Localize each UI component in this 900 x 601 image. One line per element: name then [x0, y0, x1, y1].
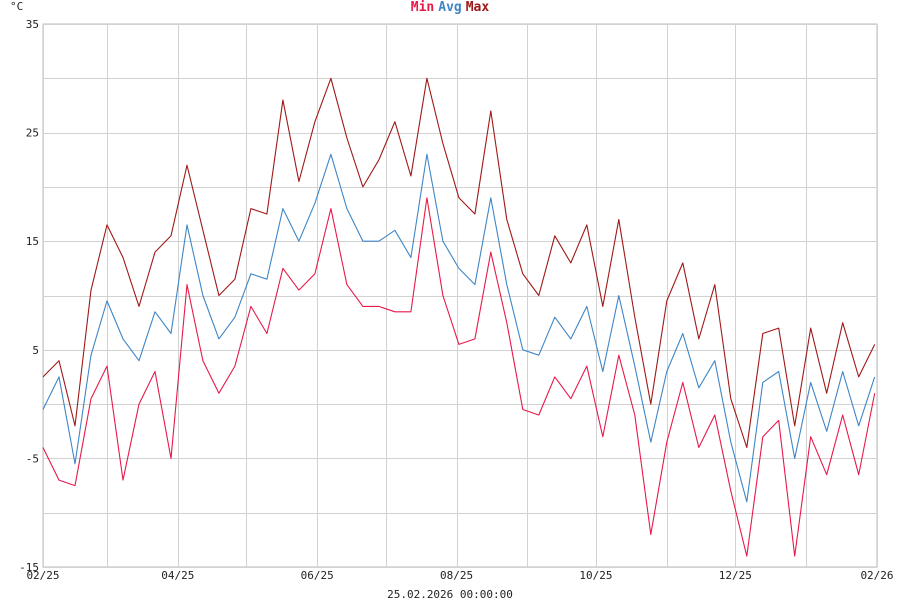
y-tick-label: 25: [26, 127, 39, 140]
x-tick-label: 12/25: [719, 569, 752, 582]
x-tick-label: 08/25: [440, 569, 473, 582]
footer-timestamp: 25.02.2026 00:00:00: [387, 588, 513, 601]
y-tick-label: 15: [26, 235, 39, 248]
legend-avg: Avg: [438, 0, 462, 15]
y-tick-label: 35: [26, 18, 39, 31]
plot-area: [42, 23, 878, 568]
x-tick-label: 10/25: [579, 569, 612, 582]
y-tick-label: -5: [26, 452, 39, 465]
chart-legend: Min Avg Max: [0, 0, 900, 16]
x-tick-label: 02/26: [860, 569, 893, 582]
legend-max: Max: [465, 0, 490, 15]
x-tick-label: 02/25: [26, 569, 59, 582]
series-line-max: [42, 77, 876, 449]
series-line-min: [42, 197, 876, 557]
y-tick-label: -15: [19, 561, 39, 574]
x-tick-label: 06/25: [301, 569, 334, 582]
y-axis-unit-label: °C: [10, 0, 24, 13]
legend-min: Min: [410, 0, 435, 15]
x-tick-label: 04/25: [161, 569, 194, 582]
series-line-avg: [42, 153, 876, 503]
y-tick-label: 5: [32, 344, 39, 357]
